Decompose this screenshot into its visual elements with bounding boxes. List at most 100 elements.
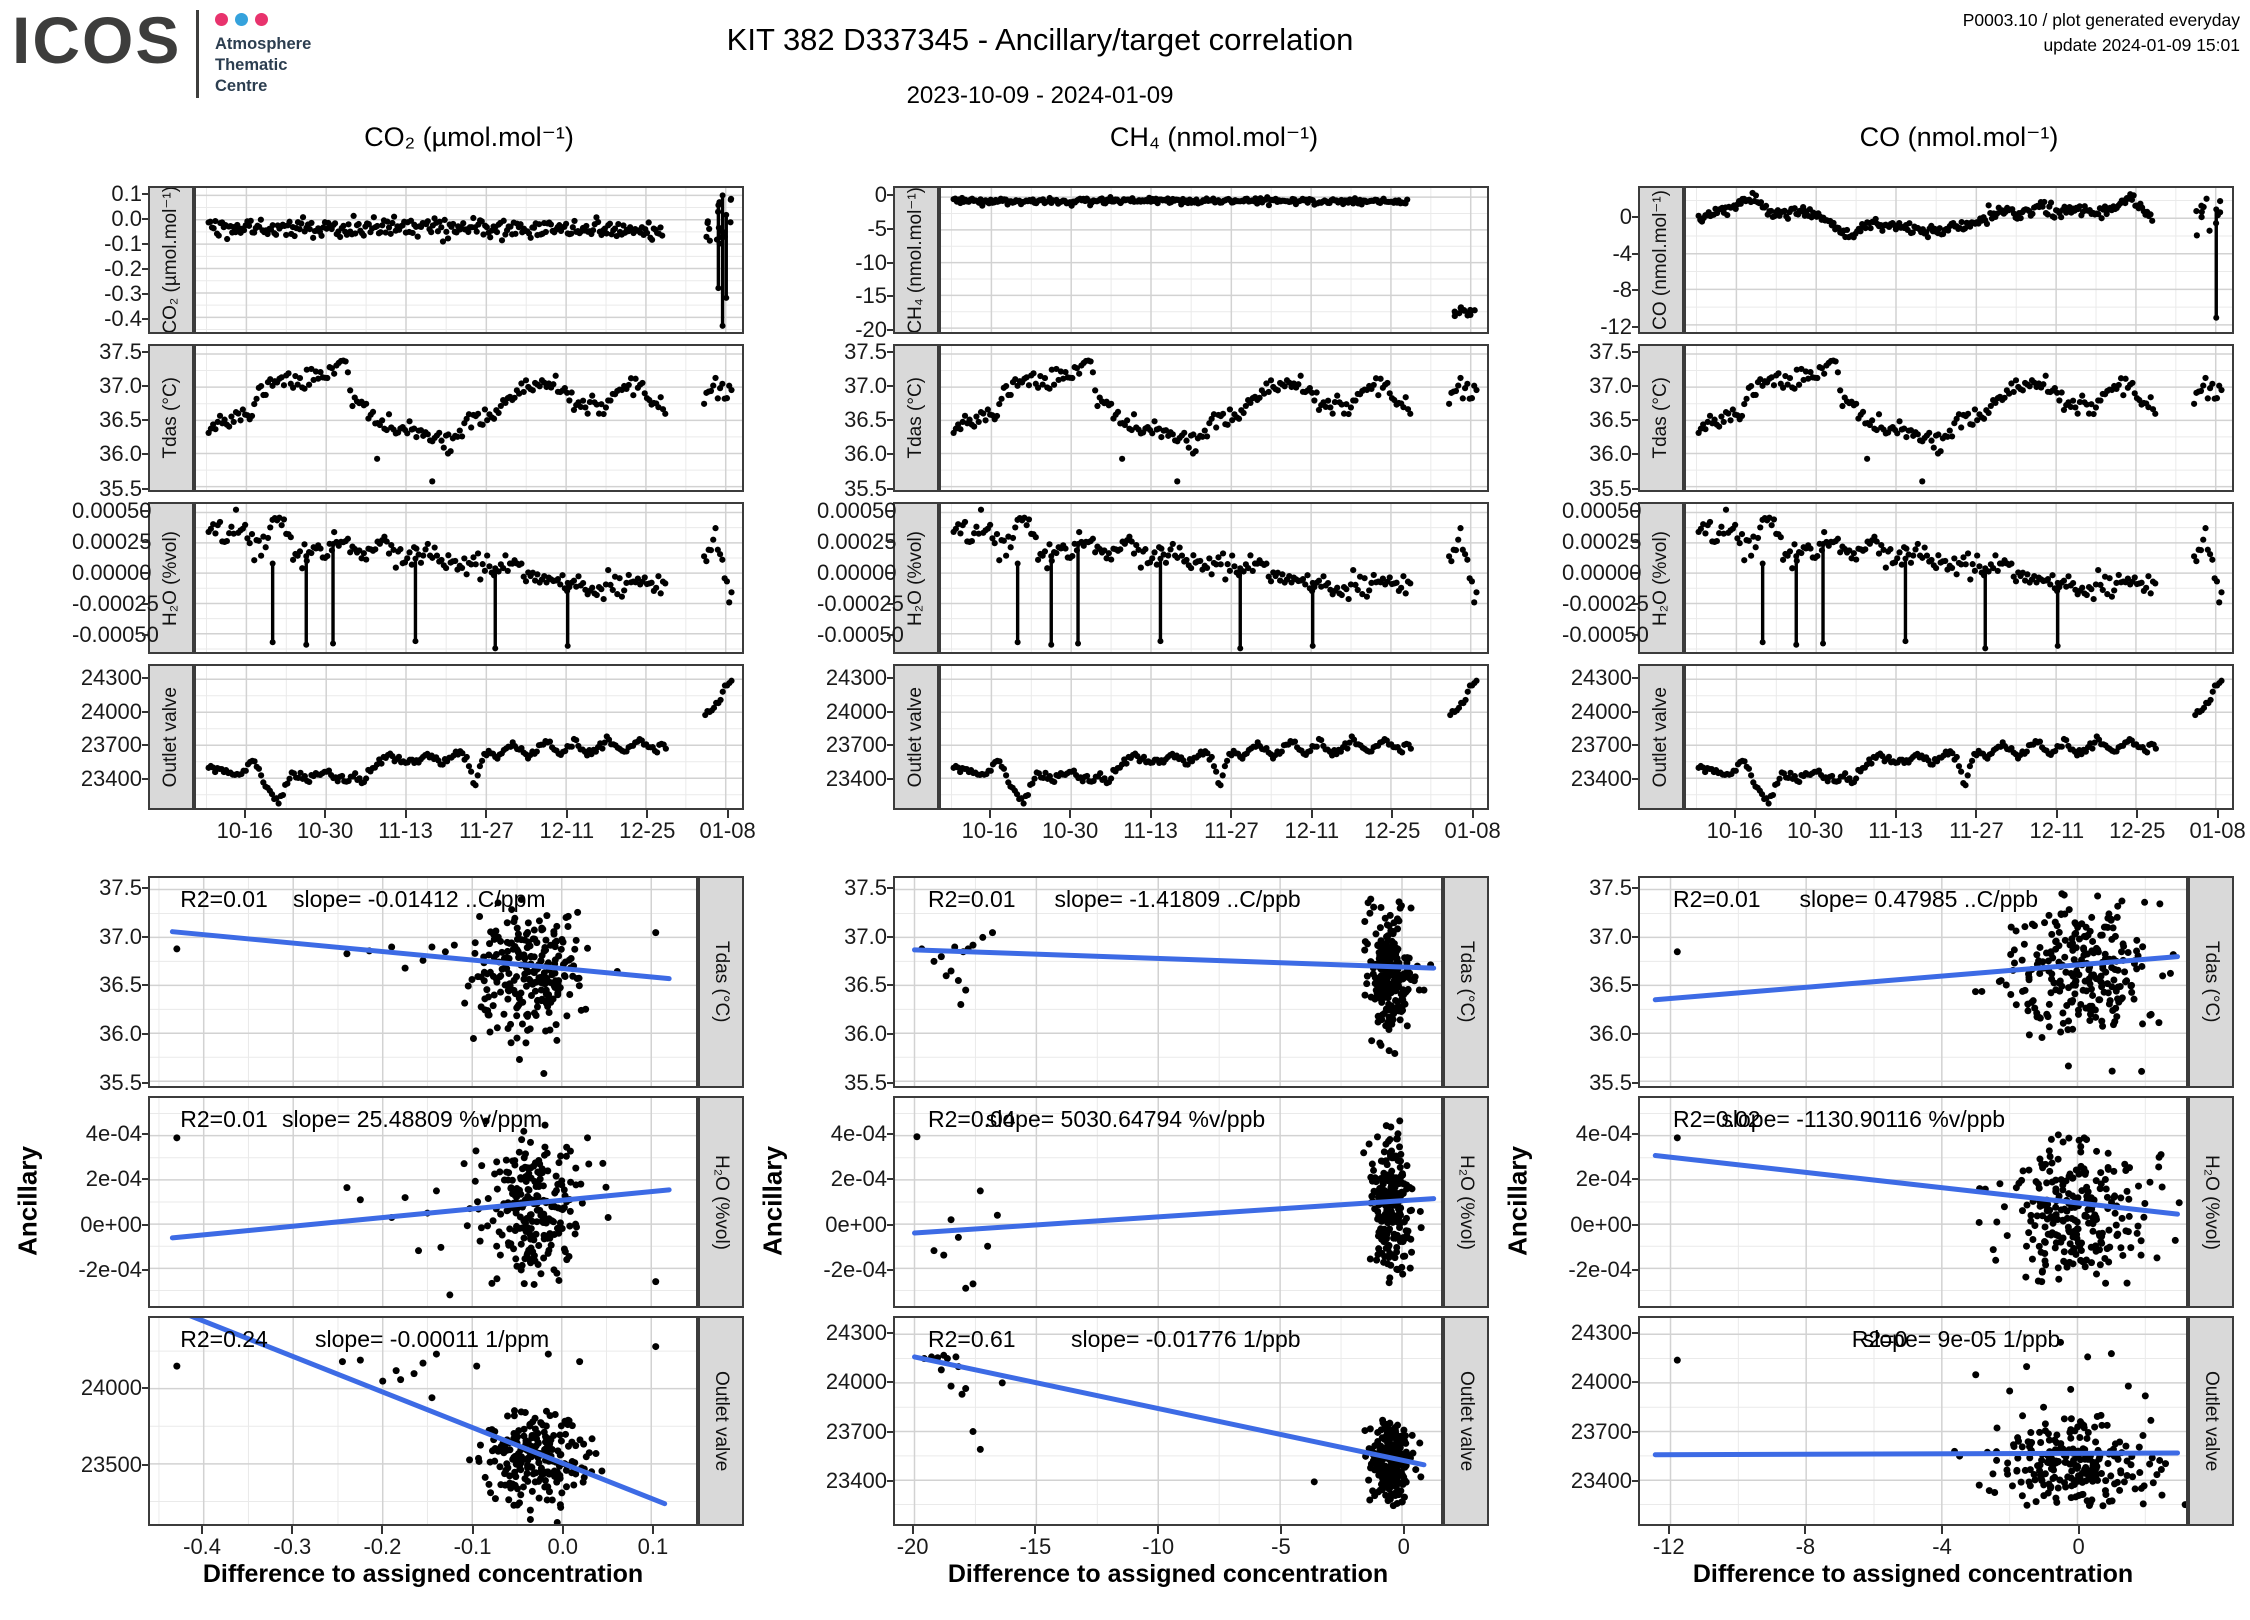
co2-co2diff-ytick-mark: [142, 292, 148, 295]
logo-dots-icon: [215, 13, 268, 26]
co2-valve-ytick-mark: [142, 676, 148, 679]
page-title: KIT 382 D337345 - Ancillary/target corre…: [726, 22, 1354, 57]
co-time-tick-mark: [1814, 810, 1817, 818]
co-scatter-1-canvas: [1640, 878, 2186, 1086]
co-scatter-3-ytick-label: 24000: [1570, 1369, 1632, 1395]
co-scatter-3-strip-label: Outlet valve: [2201, 1370, 2222, 1472]
co-valve-ytick-mark: [1632, 710, 1638, 713]
co2-h2o-strip-label: H₂O (%vol): [160, 530, 181, 626]
co2-scatter-1-ytick-label: 37.5: [99, 874, 142, 900]
ch4-valve-canvas: [941, 666, 1487, 808]
ch4-time-tick-mark: [1230, 810, 1233, 818]
co-valve-ytick-label: 23400: [1570, 766, 1632, 792]
ch4-scatter-3-slope-label: slope= -0.01776 1/ppb: [1071, 1326, 1301, 1352]
ch4-tdas-ytick-label: 36.0: [844, 441, 887, 467]
ch4-tdas-strip-label: Tdas (°C): [905, 377, 926, 459]
co2-h2o-ytick-label: 0.00025: [72, 528, 152, 554]
ch4-scatter-3-canvas: [895, 1318, 1441, 1524]
co2-scatter-3-r2-label: R2=0.24: [180, 1326, 268, 1352]
ch4-scatter-1-slope-label: slope= -1.41809 ..C/ppb: [1054, 886, 1301, 912]
co2-scatter-3-ytick-label: 23500: [80, 1451, 142, 1477]
co2-scatter-tick-mark: [201, 1526, 204, 1534]
ch4-scatter-3-strip: Outlet valve: [1443, 1316, 1489, 1526]
co2-co2diff-ytick-mark: [142, 192, 148, 195]
co2-tdas-ytick-label: 36.0: [99, 441, 142, 467]
co-h2o-ytick-mark: [1632, 603, 1638, 606]
ch4-tdas-canvas: [941, 346, 1487, 490]
ch4-scatter-tick-mark: [911, 1526, 914, 1534]
ch4-valve-ytick-label: 23700: [825, 732, 887, 758]
co2-co2diff-ytick-label: 0.1: [111, 180, 142, 206]
co-scatter-3-ytick-label: 23400: [1570, 1468, 1632, 1494]
co-scatter-1-ytick-label: 37.0: [1589, 923, 1632, 949]
co2-tdas-ytick-mark: [142, 351, 148, 354]
co-time-tick-label: 12-25: [2109, 818, 2166, 843]
co-tdas-ytick-label: 36.5: [1589, 407, 1632, 433]
co-tdas-ytick-label: 35.5: [1589, 475, 1632, 501]
ch4-h2o-ytick-mark: [887, 572, 893, 575]
co2-scatter-1-strip-label: Tdas (°C): [711, 941, 732, 1023]
ch4-tdas-panel: [939, 344, 1489, 492]
co2-valve-ytick-label: 24000: [80, 698, 142, 724]
co-scatter-2-ytick-mark: [1632, 1268, 1638, 1271]
co2-tdas-canvas: [196, 346, 742, 490]
co-scatter-2-panel: R2=0.02 slope= -1130.90116 %v/ppb: [1638, 1096, 2188, 1308]
co2-y-axis-title: Ancillary: [12, 1146, 43, 1256]
co-valve-ytick-label: 24300: [1570, 664, 1632, 690]
co-time-tick-mark: [2136, 810, 2139, 818]
co-scatter-1-ytick-mark: [1632, 1082, 1638, 1085]
co-scatter-1-r2-label: R2=0.01: [1673, 886, 1761, 912]
co-scatter-tick-mark: [1941, 1526, 1944, 1534]
co-scatter-tick-mark: [2077, 1526, 2080, 1534]
co2-valve-ytick-label: 23700: [80, 732, 142, 758]
co-codiff-strip-label: CO (nmol.mol⁻¹): [1650, 190, 1671, 330]
co2-scatter-3-ytick-mark: [142, 1463, 148, 1466]
ch4-scatter-tick-label: -5: [1271, 1534, 1291, 1559]
co-valve-strip: Outlet valve: [1638, 664, 1684, 810]
co2-scatter-3-strip: Outlet valve: [698, 1316, 744, 1526]
logo-subtitle-line: Thematic: [215, 56, 288, 75]
co2-scatter-2-panel: R2=0.01 slope= 25.48809 %v/ppm: [148, 1096, 698, 1308]
co2-scatter-2-ytick-label: -2e-04: [78, 1256, 142, 1282]
co-scatter-2-ytick-mark: [1632, 1178, 1638, 1181]
co-codiff-panel: [1684, 186, 2234, 334]
co2-scatter-2-strip: H₂O (%vol): [698, 1096, 744, 1308]
co-time-tick-label: 11-13: [1868, 818, 1923, 843]
co-scatter-2-ytick-label: 0e+00: [1570, 1211, 1632, 1237]
co-time-tick-mark: [1733, 810, 1736, 818]
co-time-tick-label: 11-27: [1949, 818, 2004, 843]
co2-scatter-1-ytick-mark: [142, 1033, 148, 1036]
co2-time-tick-label: 12-11: [539, 818, 595, 843]
co-h2o-ytick-mark: [1632, 572, 1638, 575]
co-valve-ytick-label: 23700: [1570, 732, 1632, 758]
plot-meta: P0003.10 / plot generated everyday updat…: [1963, 8, 2240, 59]
co2-time-tick-mark: [404, 810, 407, 818]
co-h2o-ytick-label: 0.00000: [1562, 560, 1642, 586]
ch4-scatter-3-ytick-mark: [887, 1381, 893, 1384]
co2-scatter-tick-label: -0.4: [183, 1534, 222, 1559]
co2-scatter-2-ytick-mark: [142, 1268, 148, 1271]
co2-scatter-tick-label: -0.3: [273, 1534, 312, 1559]
co-scatter-2-ytick-label: 2e-04: [1575, 1166, 1632, 1192]
ch4-tdas-ytick-label: 35.5: [844, 475, 887, 501]
co-tdas-ytick-label: 37.0: [1589, 373, 1632, 399]
co-codiff-strip: CO (nmol.mol⁻¹): [1638, 186, 1684, 334]
co-valve-strip-label: Outlet valve: [1650, 686, 1671, 788]
ch4-scatter-tick-label: -10: [1142, 1534, 1175, 1559]
co2-scatter-2-ytick-label: 4e-04: [85, 1121, 142, 1147]
co2-co2diff-ytick-mark: [142, 267, 148, 270]
co2-co2diff-panel: [194, 186, 744, 334]
ch4-valve-ytick-label: 24000: [825, 698, 887, 724]
co2-scatter-3-canvas: [150, 1318, 696, 1524]
co2-scatter-1-ytick-label: 36.0: [99, 1021, 142, 1047]
co2-valve-ytick-label: 24300: [80, 664, 142, 690]
ch4-time-tick-label: 11-27: [1204, 818, 1259, 843]
co-scatter-1-slope-label: slope= 0.47985 ..C/ppb: [1799, 886, 2039, 912]
co-valve-canvas: [1686, 666, 2232, 808]
ch4-scatter-tick-mark: [1402, 1526, 1405, 1534]
co2-scatter-1-ytick-label: 37.0: [99, 923, 142, 949]
co2-scatter-2-ytick-mark: [142, 1223, 148, 1226]
co-scatter-2-strip-label: H₂O (%vol): [2201, 1154, 2222, 1250]
co-codiff-ytick-mark: [1632, 252, 1638, 255]
ch4-ch4diff-strip-label: CH₄ (nmol.mol⁻¹): [905, 186, 926, 334]
